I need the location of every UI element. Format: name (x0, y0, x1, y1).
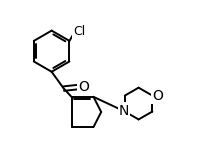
Text: Cl: Cl (73, 25, 85, 38)
Text: N: N (119, 104, 129, 118)
Text: O: O (78, 80, 89, 94)
Text: O: O (152, 89, 163, 103)
